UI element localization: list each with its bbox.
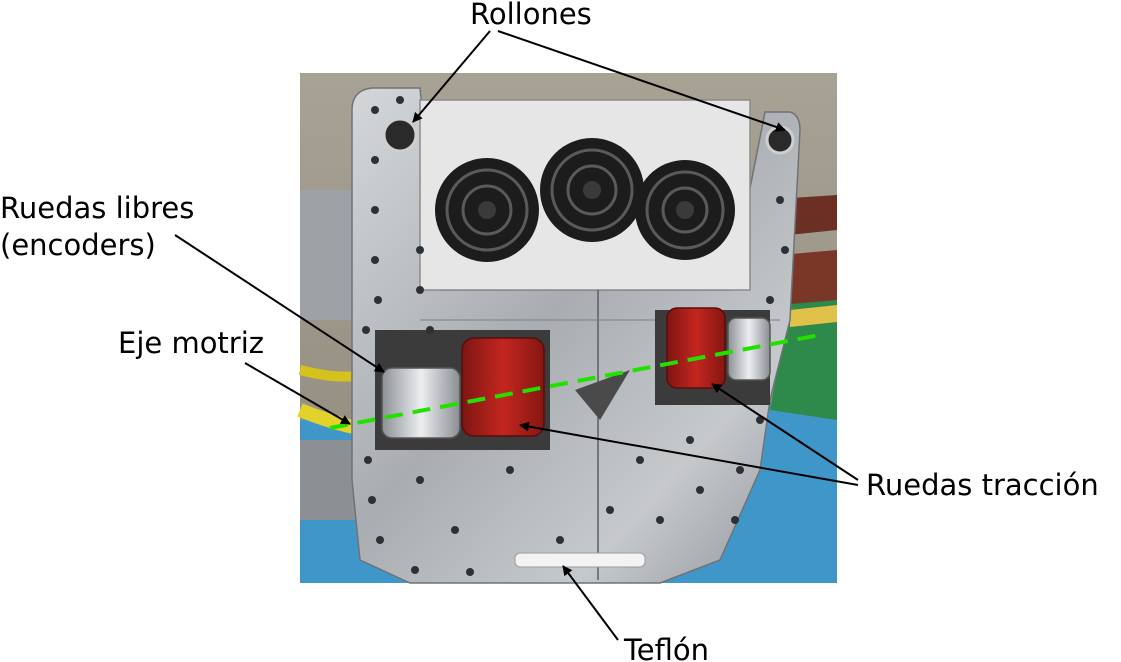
fan-grill: [550, 148, 634, 232]
bolt-holes: [362, 96, 789, 576]
label-ruedas-libres: Ruedas libres: [0, 191, 194, 225]
label-teflon: Teflón: [623, 633, 709, 662]
fans: [435, 138, 735, 262]
yellow-cable: [298, 365, 356, 382]
fan-grill: [566, 164, 618, 216]
center-notch: [575, 370, 630, 420]
robot-photo: [297, 73, 837, 584]
label-encoders: (encoders): [0, 228, 156, 262]
top-roller-right: [765, 125, 795, 155]
side-mechanism: [300, 440, 360, 520]
arrow-rollones-right: [497, 30, 786, 132]
arrow-teflon: [562, 565, 619, 641]
fan-grill: [645, 170, 725, 250]
arrow-ruedas-libres: [174, 234, 385, 373]
floor-stripe: [790, 305, 837, 327]
label-eje-motriz: Eje motriz: [118, 326, 264, 360]
fan-hub: [478, 201, 496, 219]
arrow-ruedas-traccion-left: [519, 421, 859, 486]
traction-wheel-right: [666, 307, 726, 389]
top-roller-left: [382, 117, 418, 153]
label-ruedas-traccion: Ruedas tracción: [866, 468, 1099, 502]
teflon-strip: [514, 552, 646, 568]
shelf: [780, 250, 837, 305]
fan-grill: [445, 168, 529, 252]
traction-wheel-left: [461, 337, 545, 437]
fan-hub: [676, 201, 694, 219]
label-rollones: Rollones: [470, 0, 592, 31]
fan-grill: [661, 186, 709, 234]
fan-grill: [461, 184, 513, 236]
arrow-eje-motriz: [244, 362, 351, 425]
arrow-rollones-left: [412, 30, 491, 123]
front-plate: [351, 87, 801, 584]
arrow-ruedas-traccion-right: [711, 383, 859, 481]
free-wheel-encoder-left: [381, 367, 461, 439]
fan-hub: [583, 181, 601, 199]
